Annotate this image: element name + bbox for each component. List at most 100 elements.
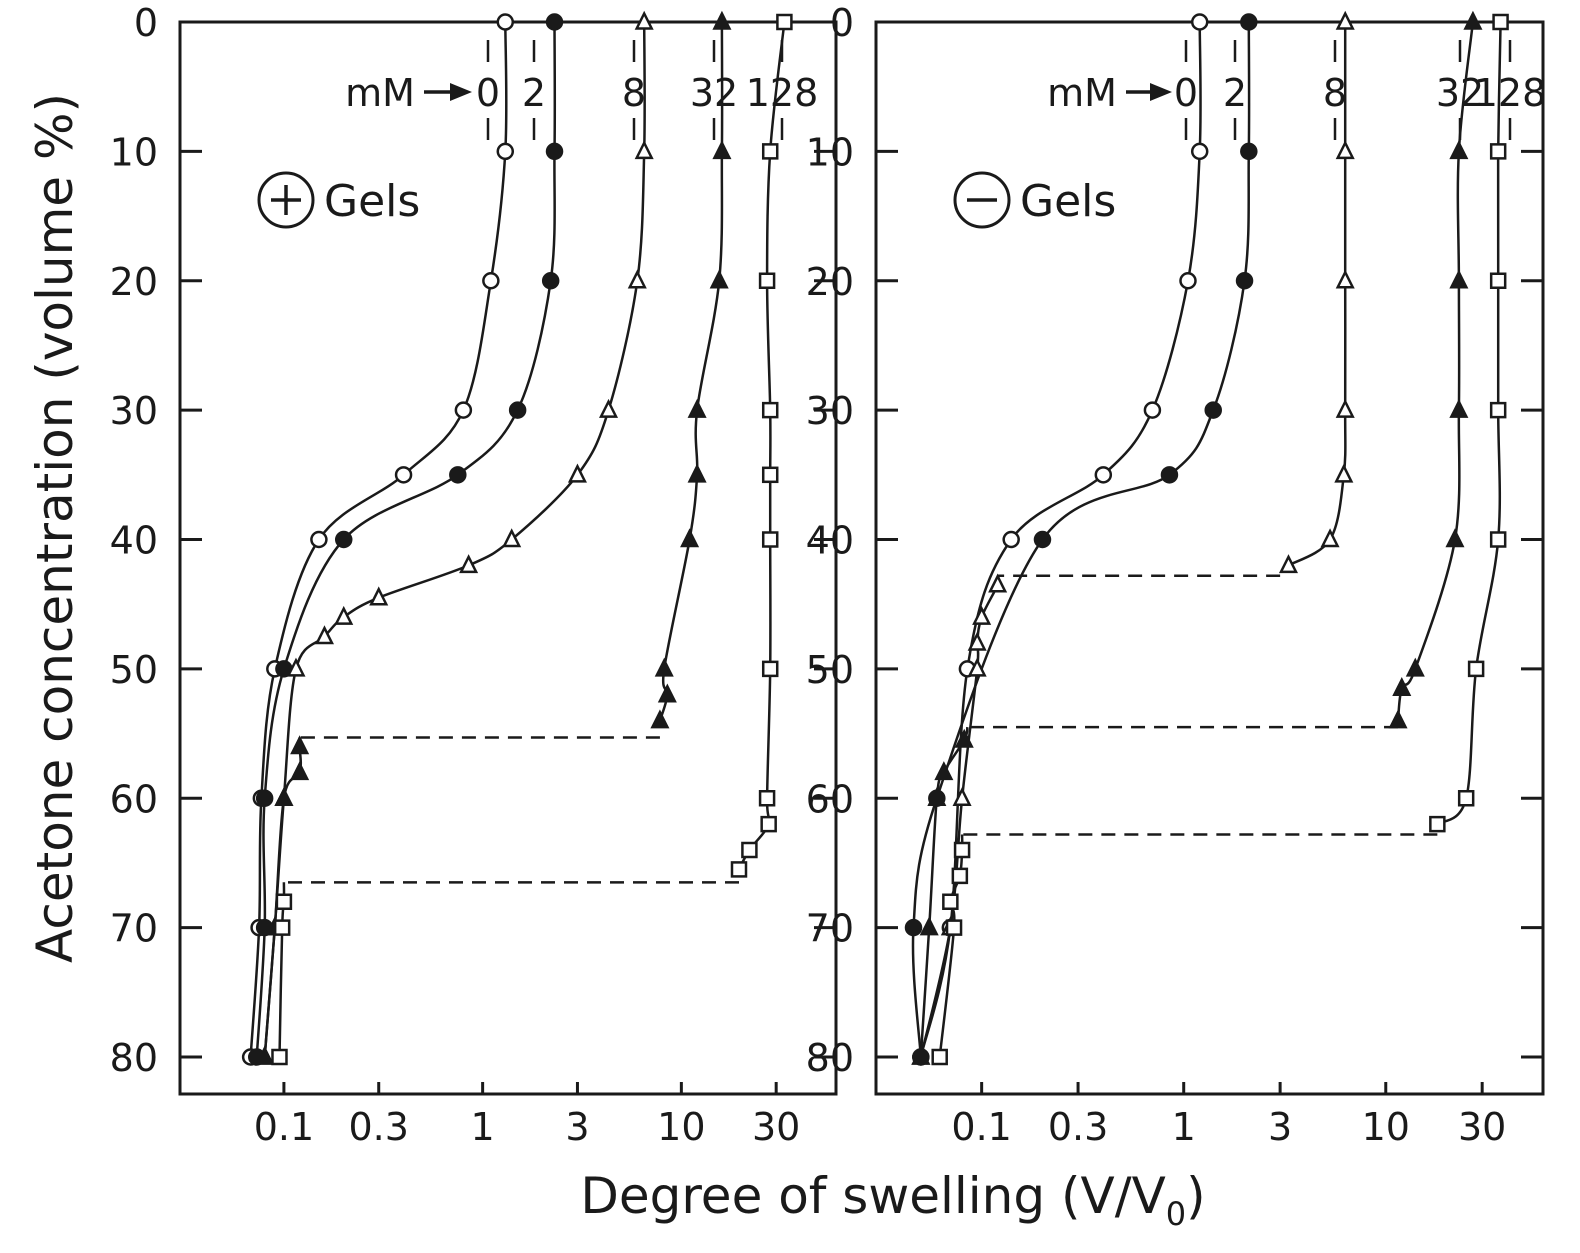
- data-point-32mM: [712, 140, 732, 160]
- data-point-8mM: [967, 657, 987, 677]
- data-point-2mM: [904, 918, 923, 937]
- data-point-2mM: [1240, 13, 1258, 31]
- x-tick-label: 3: [1268, 1105, 1292, 1149]
- data-point-0mM: [1143, 401, 1162, 419]
- y-tick-label: 10: [110, 130, 158, 174]
- data-point-128mM: [761, 660, 779, 678]
- data-point-8mM: [314, 625, 334, 645]
- data-point-32mM: [654, 657, 674, 677]
- data-point-8mM: [1320, 528, 1340, 548]
- data-point-32mM: [274, 786, 294, 806]
- series-label: 2: [1223, 71, 1247, 115]
- y-tick-label: 20: [110, 260, 158, 304]
- series-curve: [919, 575, 1001, 1058]
- data-point-32mM: [712, 10, 732, 30]
- plot-frame: [874, 20, 1545, 1096]
- data-point-0mM: [1094, 466, 1113, 484]
- x-tick-label: 0.3: [1048, 1105, 1108, 1149]
- data-point-0mM: [394, 466, 413, 484]
- arrow-head-icon: [1150, 83, 1172, 101]
- data-point-0mM: [496, 142, 515, 161]
- data-point-8mM: [627, 269, 647, 289]
- data-point-2mM: [541, 272, 560, 290]
- data-point-128mM: [758, 272, 776, 289]
- y-tick-label: 60: [806, 777, 854, 821]
- series-32mM: 32: [911, 10, 1484, 1065]
- data-point-128mM: [945, 919, 963, 936]
- data-point-32mM: [709, 269, 729, 289]
- data-point-128mM: [931, 1048, 948, 1066]
- y-tick-label: 0: [134, 1, 158, 45]
- series-curve: [911, 21, 1251, 1058]
- x-axis-title-main: Degree of swelling (V/V: [580, 1167, 1165, 1225]
- arrow-head-icon: [450, 83, 472, 101]
- mm-label: mM: [345, 71, 415, 115]
- data-point-128mM: [273, 919, 291, 936]
- y-tick-label: 30: [806, 389, 854, 433]
- series-label: 32: [690, 71, 738, 115]
- data-point-32mM: [290, 761, 310, 781]
- data-point-0mM: [496, 13, 515, 31]
- data-point-2mM: [545, 13, 564, 31]
- y-tick-label: 60: [110, 777, 158, 821]
- x-tick-label: 1: [1172, 1105, 1196, 1149]
- data-point-32mM: [687, 463, 707, 483]
- data-point-128mM: [1429, 815, 1446, 833]
- data-point-8mM: [286, 657, 306, 677]
- data-point-32mM: [1449, 398, 1469, 418]
- y-tick-label: 40: [110, 519, 158, 563]
- data-point-128mM: [1489, 401, 1507, 419]
- x-tick-label: 0.1: [951, 1105, 1011, 1149]
- data-point-128mM: [761, 531, 779, 548]
- data-point-8mM: [972, 605, 992, 625]
- data-point-128mM: [942, 893, 959, 910]
- data-point-128mM: [275, 893, 293, 910]
- series-label: 0: [1174, 71, 1198, 115]
- data-point-8mM: [334, 605, 354, 625]
- data-point-0mM: [310, 530, 328, 549]
- data-point-32mM: [1388, 709, 1408, 729]
- data-point-8mM: [1335, 10, 1355, 30]
- data-point-0mM: [1179, 272, 1197, 290]
- data-point-128mM: [1489, 143, 1507, 160]
- data-point-32mM: [680, 528, 700, 548]
- y-tick-label: 10: [806, 130, 854, 174]
- data-point-8mM: [1334, 463, 1354, 483]
- x-tick-label: 10: [1362, 1105, 1410, 1149]
- series-curve: [278, 882, 286, 1058]
- data-point-2mM: [1033, 530, 1052, 549]
- data-point-2mM: [255, 789, 274, 807]
- data-point-128mM: [760, 815, 777, 833]
- series-32mM: 32: [255, 10, 738, 1065]
- y-tick-label: 80: [806, 1036, 854, 1080]
- y-tick-label: 20: [806, 260, 854, 304]
- data-point-2mM: [1160, 466, 1179, 484]
- data-point-0mM: [1190, 13, 1209, 31]
- data-point-8mM: [1335, 398, 1355, 418]
- data-point-8mM: [634, 140, 654, 160]
- x-tick-label: 1: [471, 1105, 495, 1149]
- data-point-128mM: [1489, 272, 1507, 289]
- data-point-128mM: [776, 13, 793, 31]
- data-point-32mM: [1392, 676, 1412, 697]
- data-point-32mM: [290, 735, 310, 755]
- series-label: 0: [476, 71, 500, 115]
- data-point-2mM: [334, 530, 353, 549]
- x-axis-title-subscript: 0: [1166, 1195, 1186, 1233]
- panel-label-left: Gels: [257, 171, 420, 229]
- data-point-2mM: [1240, 142, 1258, 161]
- data-point-128mM: [761, 143, 779, 160]
- data-point-32mM: [954, 728, 974, 748]
- data-point-32mM: [1449, 269, 1469, 289]
- series-0mM: 0: [241, 13, 515, 1066]
- x-tick-label: 0.1: [254, 1105, 314, 1149]
- data-point-32mM: [657, 683, 677, 703]
- panel-title: Gels: [1020, 176, 1116, 227]
- x-axis-title: Degree of swelling (V/V0): [580, 1167, 1205, 1233]
- data-point-8mM: [988, 573, 1008, 593]
- series-128mM: 128: [271, 13, 818, 1066]
- data-point-8mM: [1335, 140, 1355, 160]
- series-label: 8: [1323, 71, 1347, 115]
- y-tick-label: 50: [110, 648, 158, 692]
